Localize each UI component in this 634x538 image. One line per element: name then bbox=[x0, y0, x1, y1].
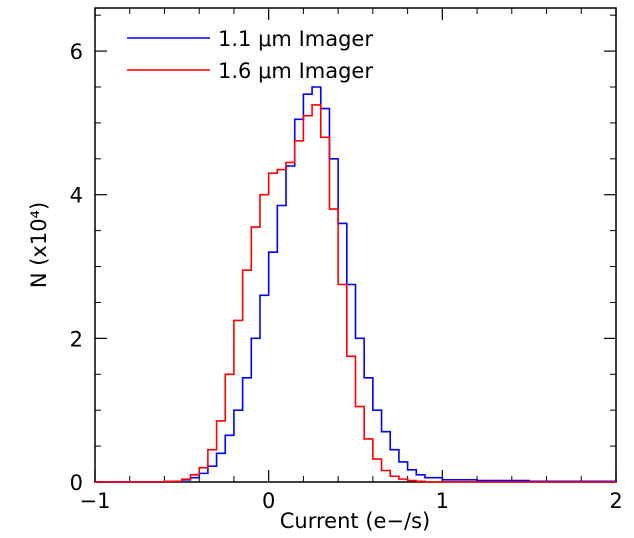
series-line-1 bbox=[95, 86, 617, 483]
series-layer bbox=[95, 86, 617, 483]
series-line-2 bbox=[95, 104, 616, 483]
y-axis-label: N (x10⁴) bbox=[27, 202, 51, 288]
legend: 1.1 μm Imager 1.6 μm Imager bbox=[127, 27, 373, 83]
x-tick-label: 0 bbox=[262, 489, 275, 513]
y-tick-label: 0 bbox=[70, 471, 83, 495]
x-tick-label: 1 bbox=[436, 489, 449, 513]
y-tick-label: 2 bbox=[70, 327, 83, 351]
x-axis-label: Current (e−/s) bbox=[280, 509, 430, 533]
plot-frame bbox=[94, 7, 617, 483]
x-tick-label: −1 bbox=[80, 489, 111, 513]
x-tick-label: 2 bbox=[609, 489, 622, 513]
y-tick-label: 6 bbox=[70, 40, 83, 64]
legend-label-2: 1.6 μm Imager bbox=[218, 59, 373, 83]
legend-label-1: 1.1 μm Imager bbox=[218, 27, 373, 51]
y-tick-label: 4 bbox=[70, 184, 83, 208]
